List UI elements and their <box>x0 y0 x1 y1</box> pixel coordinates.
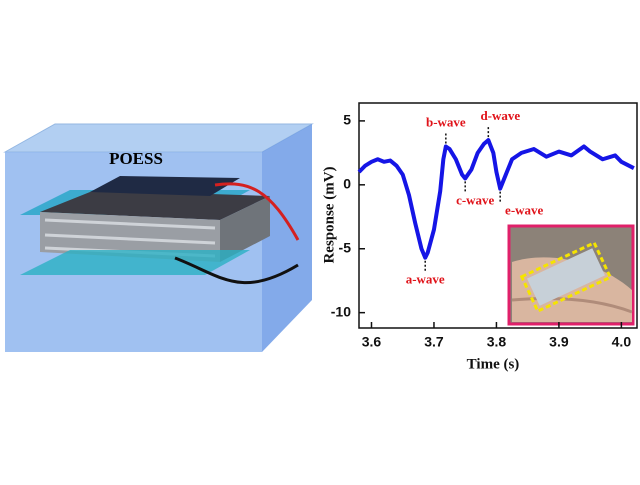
device-illustration: POESS <box>3 123 314 352</box>
plot-frame <box>358 102 638 329</box>
x-tick-label: 3.7 <box>424 334 444 350</box>
inset-photo <box>507 224 635 326</box>
annotation: c-wave <box>456 192 494 207</box>
x-tick-label: 3.6 <box>362 334 382 350</box>
x-tick-label: 4.0 <box>612 334 632 350</box>
illustration-label: POESS <box>109 149 163 168</box>
x-tick-label: 3.9 <box>549 334 569 350</box>
annotation: d-wave <box>480 108 520 123</box>
x-tick-label: 3.8 <box>487 334 507 350</box>
y-tick-label: -10 <box>331 303 351 319</box>
y-axis-label: Response (mV) <box>321 166 337 263</box>
y-tick-label: 0 <box>343 176 351 192</box>
annotation: b-wave <box>426 114 466 129</box>
annotation: a-wave <box>406 272 445 287</box>
annotation: e-wave <box>505 203 543 218</box>
data-line <box>357 138 635 260</box>
y-tick-label: -5 <box>339 239 352 255</box>
x-axis-label: Time (s) <box>467 356 520 372</box>
y-tick-label: 5 <box>343 112 351 128</box>
